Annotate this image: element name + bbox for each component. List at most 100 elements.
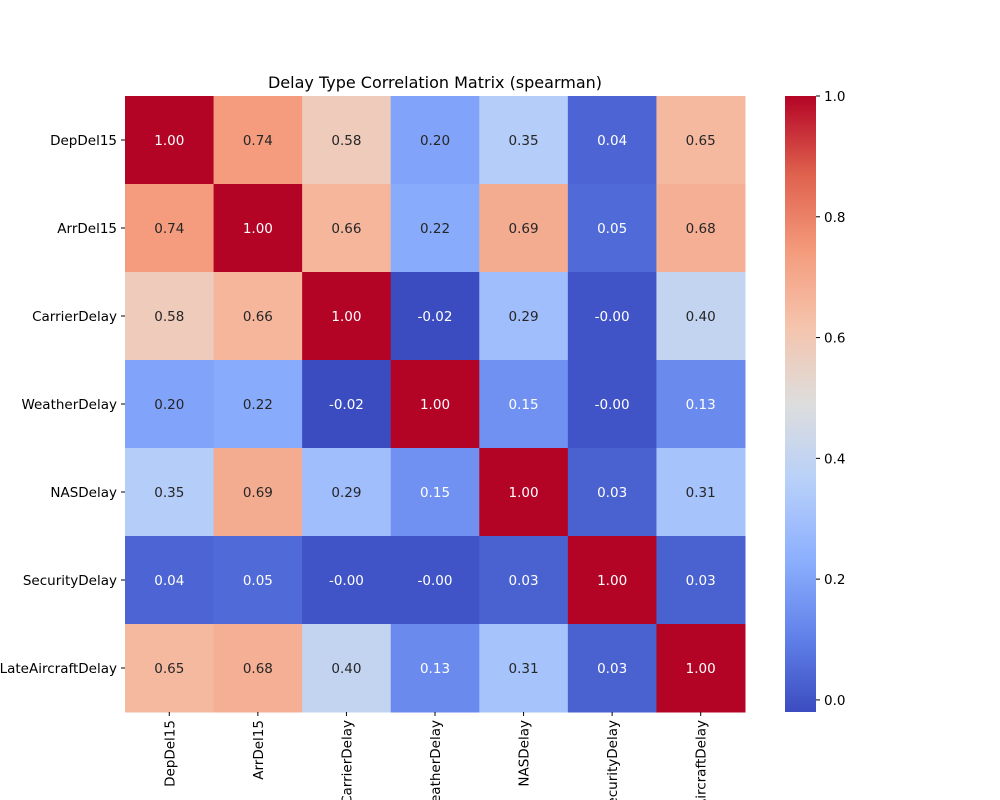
heatmap-cell-label: 0.66	[331, 221, 361, 237]
heatmap-cell	[390, 624, 480, 713]
heatmap-cell-label: 0.58	[154, 309, 184, 325]
heatmap-cell	[390, 96, 480, 185]
heatmap-cell	[302, 360, 392, 449]
heatmap-cell-label: 0.03	[597, 485, 627, 501]
row-tick-label: DepDel15	[50, 133, 117, 149]
heatmap-cell-label: 0.13	[686, 397, 716, 413]
heatmap-cell-label: 0.05	[597, 221, 627, 237]
row-tick-label: SecurityDelay	[23, 573, 117, 589]
heatmap-cell-label: -0.00	[329, 573, 364, 589]
heatmap-cell-label: 0.03	[597, 661, 627, 677]
heatmap-cell-label: 1.00	[331, 309, 361, 325]
column-tick-labels: DepDel15 ArrDel15 CarrierDelay WeatherDelay…	[162, 712, 710, 800]
colorbar-gradient	[785, 96, 816, 712]
row-tick-label: LateAircraftDelay	[0, 661, 117, 677]
row-tick-label: CarrierDelay	[32, 309, 117, 325]
heatmap-cell-label: 0.69	[243, 485, 273, 501]
colorbar-tick-label: 0.2	[824, 572, 845, 588]
heatmap-cell	[302, 184, 392, 273]
heatmap-cell-label: 0.13	[420, 661, 450, 677]
heatmap-cell-label: 0.74	[243, 133, 273, 149]
heatmap-cell-label: -0.02	[329, 397, 364, 413]
heatmap-cell-label: 0.20	[154, 397, 184, 413]
heatmap-cell-label: 0.15	[509, 397, 539, 413]
heatmap-cell	[302, 96, 392, 185]
heatmap-cell	[479, 536, 569, 625]
heatmap-cell	[656, 360, 746, 449]
row-tick-labels: DepDel15 ArrDel15 CarrierDelay WeatherDelay…	[0, 133, 125, 677]
heatmap-cell	[479, 272, 569, 361]
column-tick-label: ArrDel15	[251, 720, 267, 780]
heatmap-cell	[302, 448, 392, 537]
heatmap-cell-label: 0.66	[243, 309, 273, 325]
heatmap-cell-label: 0.03	[686, 573, 716, 589]
colorbar-tick-label: 1.0	[824, 89, 845, 105]
row-tick-label: WeatherDelay	[21, 397, 117, 413]
heatmap-cell	[390, 184, 480, 273]
heatmap-cell	[302, 624, 392, 713]
colorbar-tick-label: 0.4	[824, 451, 845, 467]
row-tick-label: ArrDel15	[57, 221, 117, 237]
heatmap-cell-label: -0.00	[418, 573, 453, 589]
heatmap-cell	[125, 448, 215, 537]
heatmap-cells	[125, 96, 746, 713]
heatmap-cell-label: 1.00	[686, 661, 716, 677]
heatmap-cell	[302, 536, 392, 625]
colorbar-tick-label: 0.6	[824, 331, 845, 347]
heatmap-cell-label: 0.22	[420, 221, 450, 237]
heatmap-cell	[567, 536, 657, 625]
heatmap-cell-label: 1.00	[420, 397, 450, 413]
heatmap-cell	[479, 184, 569, 273]
colorbar: 0.0 0.2 0.4 0.6 0.8 1.0	[785, 89, 845, 712]
heatmap-cell-label: 0.31	[686, 485, 716, 501]
heatmap-cell-label: 0.03	[509, 573, 539, 589]
heatmap-cell	[390, 272, 480, 361]
heatmap-cell-label: 1.00	[509, 485, 539, 501]
heatmap-cell-label: 0.40	[331, 661, 361, 677]
heatmap-cell-label: 0.65	[686, 133, 716, 149]
heatmap-cell-label: 0.04	[597, 133, 627, 149]
heatmap-cell-label: 0.20	[420, 133, 450, 149]
heatmap-cell	[390, 360, 480, 449]
heatmap-cell	[302, 272, 392, 361]
colorbar-tick-label: 0.8	[824, 210, 845, 226]
heatmap-cell	[656, 536, 746, 625]
heatmap-cell-label: -0.00	[595, 309, 630, 325]
heatmap-cell-label: 0.29	[331, 485, 361, 501]
heatmap-cell-label: 0.68	[243, 661, 273, 677]
heatmap-cell-label: 0.04	[154, 573, 184, 589]
chart-title: Delay Type Correlation Matrix (spearman)	[268, 73, 602, 92]
heatmap-cell	[213, 272, 303, 361]
heatmap-cell-label: 0.15	[420, 485, 450, 501]
heatmap-cell	[479, 448, 569, 537]
heatmap-cell	[479, 360, 569, 449]
heatmap-cell-label: 1.00	[154, 133, 184, 149]
column-tick-label: WeatherDelay	[428, 720, 444, 800]
heatmap-cell-label: 0.35	[509, 133, 539, 149]
heatmap-cell	[213, 184, 303, 273]
heatmap-cell-label: 0.58	[331, 133, 361, 149]
heatmap-cell	[213, 448, 303, 537]
column-tick-label: DepDel15	[162, 720, 178, 787]
heatmap-cell	[390, 448, 480, 537]
heatmap-cell	[213, 536, 303, 625]
heatmap-cell-label: 0.22	[243, 397, 273, 413]
heatmap-cell-label: 0.68	[686, 221, 716, 237]
heatmap-cell	[125, 360, 215, 449]
heatmap-cell	[125, 624, 215, 713]
heatmap-cell	[656, 624, 746, 713]
heatmap-cell	[656, 272, 746, 361]
heatmap-cell	[567, 184, 657, 273]
heatmap-cell-label: 0.29	[509, 309, 539, 325]
heatmap-cell	[390, 536, 480, 625]
heatmap-cell	[656, 184, 746, 273]
heatmap-cell	[213, 624, 303, 713]
column-tick-label: SecurityDelay	[605, 720, 621, 800]
heatmap-cell	[213, 96, 303, 185]
heatmap-cell-label: 0.69	[509, 221, 539, 237]
heatmap-cell	[125, 184, 215, 273]
column-tick-label: NASDelay	[517, 720, 533, 787]
heatmap-cell	[567, 624, 657, 713]
heatmap-cell-label: -0.00	[595, 397, 630, 413]
heatmap-cell	[656, 96, 746, 185]
